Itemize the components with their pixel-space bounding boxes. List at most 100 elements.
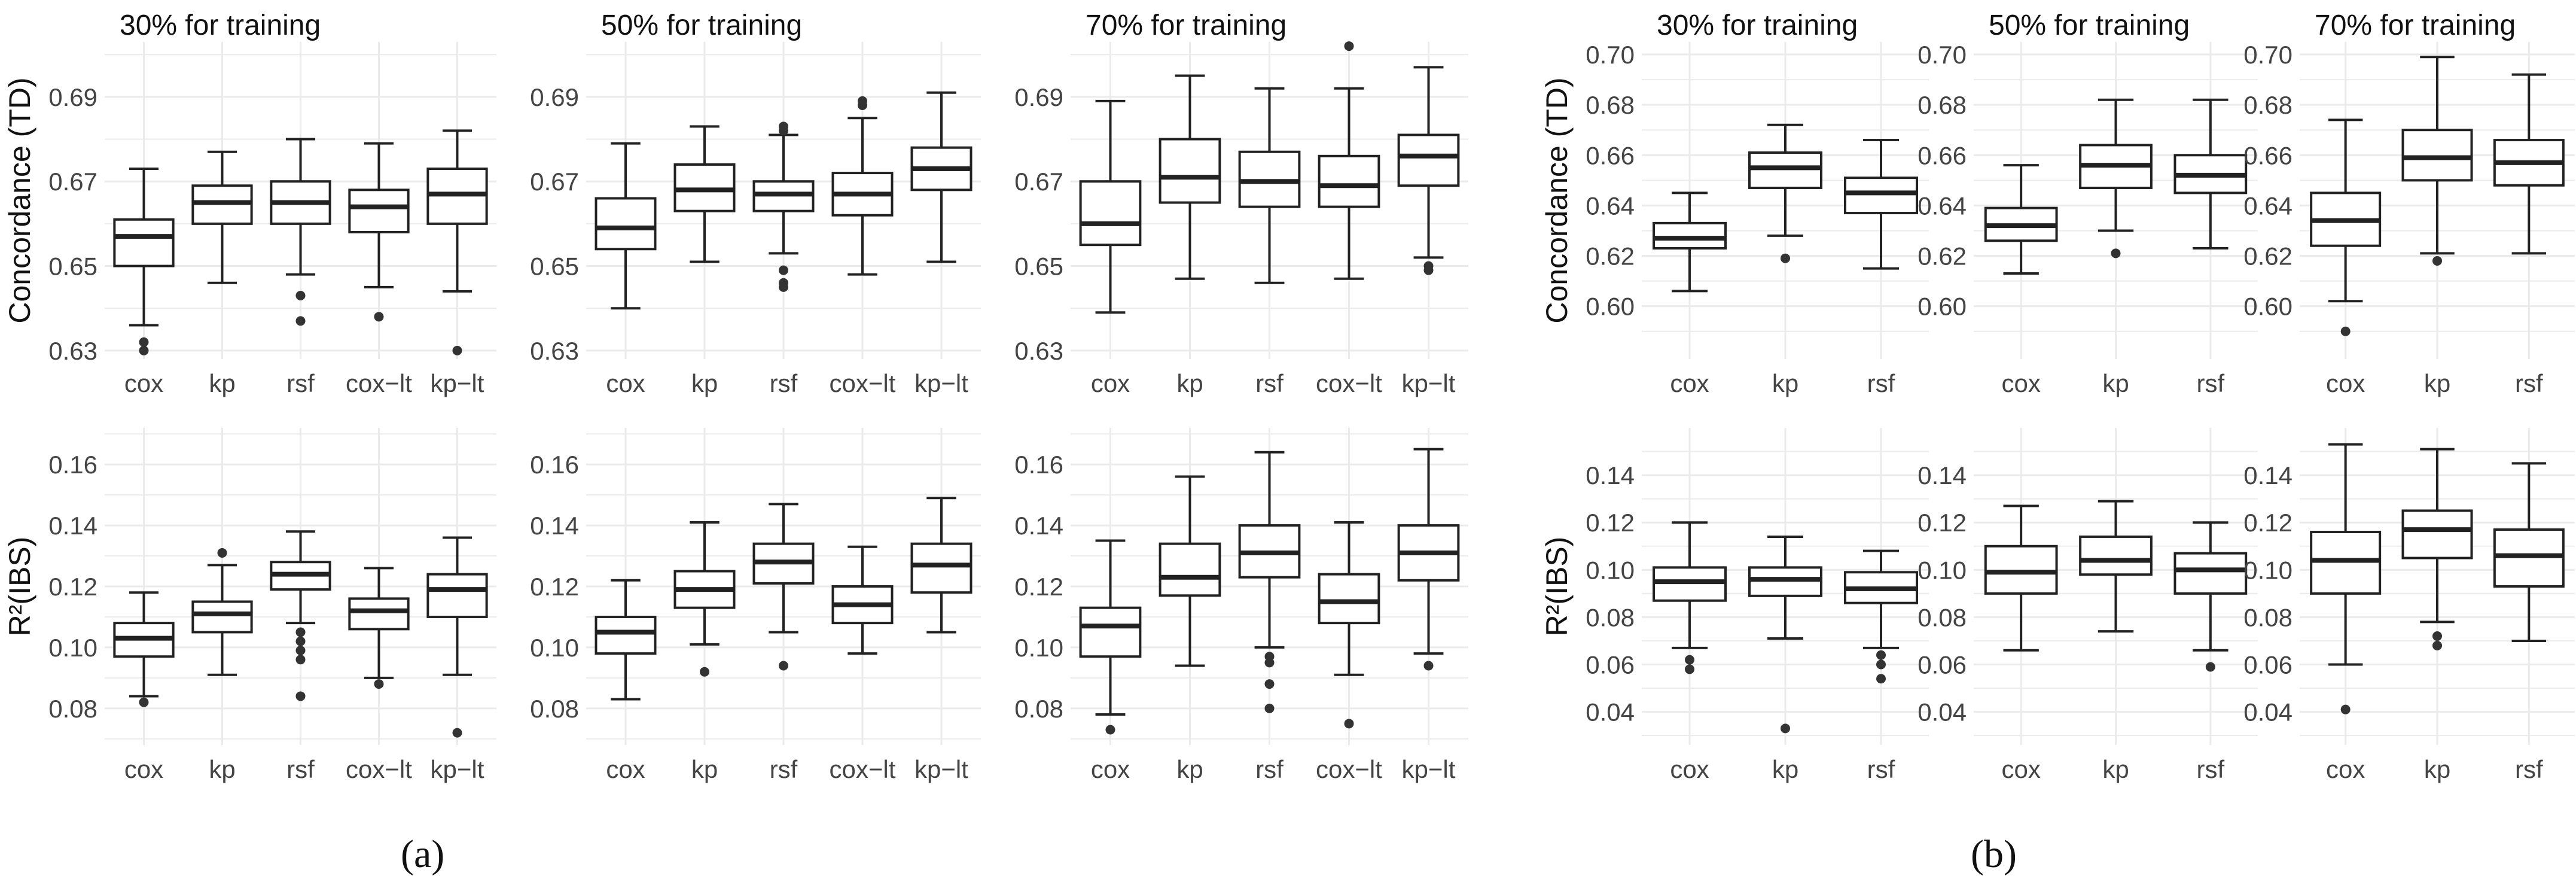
box-kp−lt xyxy=(1397,66,1460,275)
outlier-point xyxy=(295,291,306,300)
y-tick-label: 0.67 xyxy=(530,168,579,196)
outlier-point xyxy=(1344,41,1354,51)
box-kp xyxy=(1159,475,1221,667)
x-tick-label: cox xyxy=(606,369,645,397)
x-tick-label: kp xyxy=(2424,755,2450,783)
y-tick-label: 0.16 xyxy=(1014,451,1063,479)
x-tick-label: kp−lt xyxy=(1402,369,1456,397)
box-kp xyxy=(1159,74,1221,280)
y-tick-label: 0.60 xyxy=(1586,293,1635,321)
box-iqr xyxy=(595,615,657,655)
outlier-point xyxy=(1423,661,1434,671)
y-tick-label: 0.04 xyxy=(1586,698,1635,726)
panel-b-td-70: 0.60 0.62 0.64 0.66 0.68 0.70 cox kp rsf 70% for … xyxy=(2243,10,2575,397)
box-iqr xyxy=(910,542,973,594)
box-cox xyxy=(2310,118,2382,336)
y-tick-label: 0.10 xyxy=(1586,556,1635,584)
y-tick-label: 0.64 xyxy=(1586,191,1635,220)
x-tick-label: kp xyxy=(2102,755,2129,783)
x-tick-label: kp xyxy=(1772,755,1798,783)
x-tick-label: kp xyxy=(2424,369,2450,397)
box-kp−lt xyxy=(426,536,488,738)
caption-b: (b) xyxy=(1971,832,2017,876)
y-tick-label: 0.63 xyxy=(48,337,97,365)
y-tick-label: 0.66 xyxy=(1586,141,1635,169)
y-tick-label: 0.65 xyxy=(48,253,97,281)
y-tick-label: 0.64 xyxy=(2243,191,2293,220)
outlier-point xyxy=(1264,703,1275,713)
outlier-point xyxy=(452,345,462,355)
y-tick-label: 0.65 xyxy=(530,253,579,281)
box-kp xyxy=(191,548,253,676)
box-rsf xyxy=(752,503,815,671)
y-tick-label: 0.12 xyxy=(2243,509,2293,537)
box-rsf xyxy=(1238,87,1301,284)
box-kp xyxy=(2079,500,2153,633)
box-iqr xyxy=(348,188,410,234)
panel-title: 70% for training xyxy=(1086,10,1287,41)
box-rsf xyxy=(2173,521,2248,672)
y-tick-label: 0.12 xyxy=(1917,509,1967,537)
box-cox xyxy=(1984,164,2058,275)
outlier-point xyxy=(2432,631,2442,641)
y-tick-label: 0.12 xyxy=(530,573,579,601)
outlier-point xyxy=(295,655,306,665)
panel-a-r2-50: 0.08 0.10 0.12 0.14 0.16 cox kp rsf cox−lt kp−lt xyxy=(530,428,981,783)
y-tick-label: 0.14 xyxy=(530,512,579,540)
box-iqr xyxy=(1318,154,1380,208)
box-kp xyxy=(2401,56,2473,266)
box-cox xyxy=(113,168,175,355)
outlier-point xyxy=(1264,652,1275,662)
y-tick-label: 0.08 xyxy=(530,695,579,723)
y-tick-label: 0.06 xyxy=(2243,651,2293,679)
outlier-point xyxy=(2205,662,2215,672)
y-tick-label: 0.16 xyxy=(530,451,579,479)
y-tick-label: 0.06 xyxy=(1586,651,1635,679)
outlier-point xyxy=(1685,655,1694,665)
y-tick-label: 0.10 xyxy=(48,634,97,662)
x-tick-label: kp xyxy=(691,755,718,783)
box-cox xyxy=(595,142,657,310)
x-tick-label: rsf xyxy=(1255,755,1284,783)
box-kp xyxy=(673,125,736,263)
panel-b-r2-50: 0.04 0.06 0.08 0.10 0.12 0.14 cox kp rsf xyxy=(1917,428,2258,783)
box-iqr xyxy=(191,600,253,634)
box-kp−lt xyxy=(910,91,973,263)
x-tick-label: kp xyxy=(1176,369,1203,397)
y-tick-label: 0.62 xyxy=(2243,242,2293,270)
y-tick-label: 0.14 xyxy=(1014,512,1063,540)
outlier-point xyxy=(779,121,788,132)
y-tick-label: 0.69 xyxy=(48,83,97,111)
x-tick-label: kp xyxy=(209,369,235,397)
outlier-point xyxy=(374,679,384,689)
y-tick-label: 0.60 xyxy=(1917,293,1967,321)
outlier-point xyxy=(139,337,149,347)
box-kp xyxy=(1748,123,1822,263)
x-tick-label: kp−lt xyxy=(1402,755,1456,783)
box-iqr xyxy=(1653,221,1727,250)
y-tick-label: 0.08 xyxy=(2243,603,2293,631)
box-iqr xyxy=(1844,177,1918,215)
y-tick-label: 0.68 xyxy=(2243,91,2293,119)
box-rsf xyxy=(752,121,815,292)
x-tick-label: rsf xyxy=(1867,369,1895,397)
y-tick-label: 0.14 xyxy=(1586,461,1635,489)
box-kp−lt xyxy=(426,129,488,355)
outlier-point xyxy=(217,548,227,558)
box-iqr xyxy=(1159,138,1221,204)
box-rsf xyxy=(1844,549,1918,684)
y-tick-label: 0.10 xyxy=(530,634,579,662)
y-tick-label: 0.04 xyxy=(2243,698,2293,726)
outlier-point xyxy=(1876,650,1886,660)
box-kp xyxy=(2079,98,2153,259)
y-tick-label: 0.70 xyxy=(1917,41,1967,69)
y-tick-label: 0.12 xyxy=(1014,573,1063,601)
x-tick-label: cox xyxy=(2001,369,2040,397)
x-tick-label: cox−lt xyxy=(1316,369,1382,397)
panel-title: 70% for training xyxy=(2315,10,2516,41)
box-cox xyxy=(595,579,657,701)
y-tick-label: 0.08 xyxy=(48,695,97,723)
x-tick-label: kp xyxy=(1176,755,1203,783)
box-iqr xyxy=(1079,180,1142,247)
